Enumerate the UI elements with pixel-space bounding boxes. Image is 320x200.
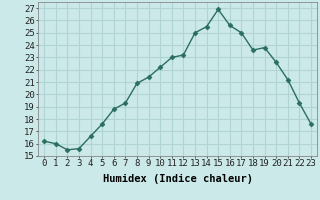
X-axis label: Humidex (Indice chaleur): Humidex (Indice chaleur) bbox=[103, 174, 252, 184]
